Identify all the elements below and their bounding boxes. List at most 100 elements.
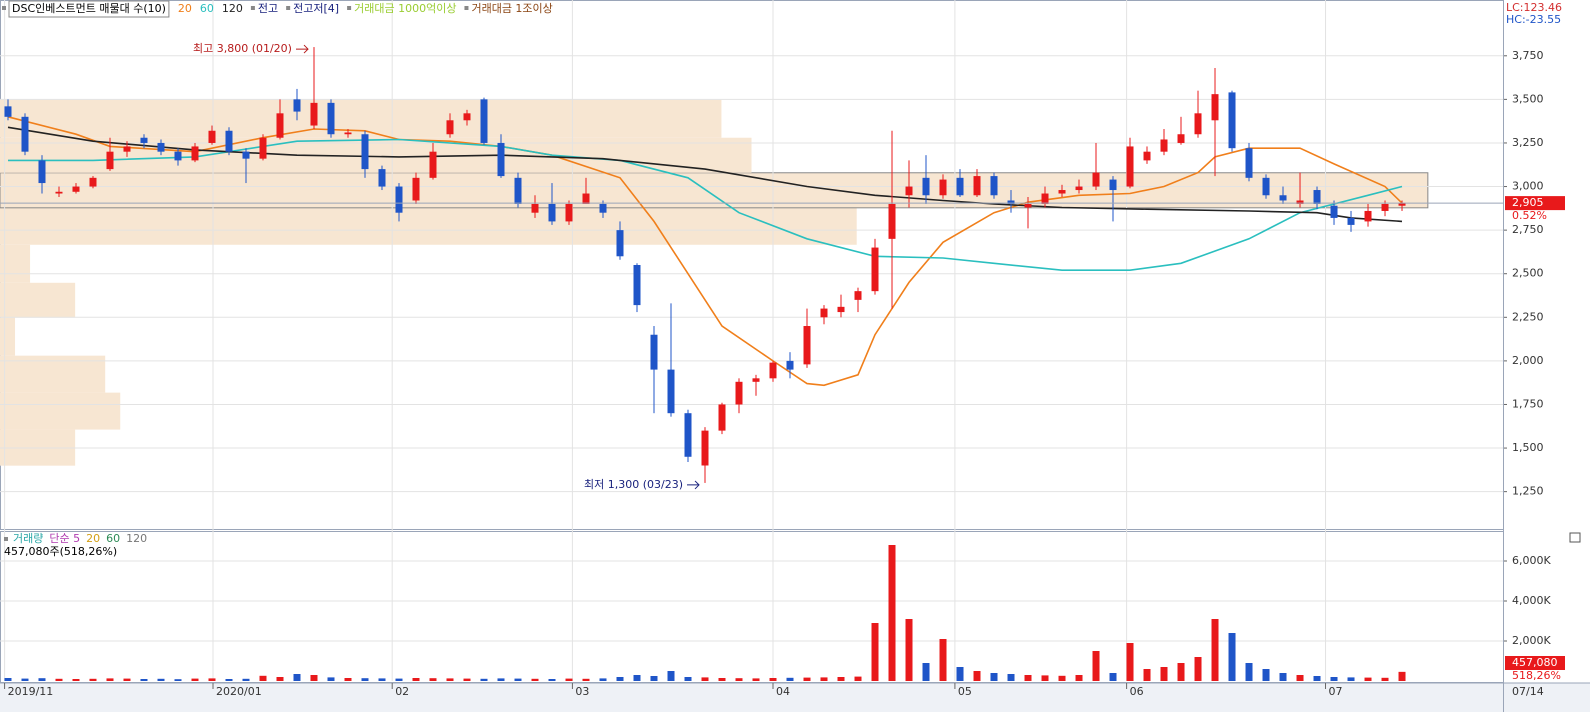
volume-bar — [1245, 663, 1253, 681]
legend-entry: 120 — [222, 2, 243, 15]
y-tick-label: 1,750 — [1512, 397, 1544, 410]
legend-marker — [464, 6, 469, 10]
volume-bar — [531, 678, 539, 681]
volume-bar — [1296, 675, 1304, 681]
legend-marker — [250, 6, 255, 10]
volume-bar — [956, 667, 964, 681]
candle-body — [922, 177, 930, 196]
volume-bar — [378, 678, 386, 681]
volume-bar — [191, 678, 199, 681]
candle-body — [871, 247, 879, 292]
moving-average — [8, 138, 1403, 271]
candle-body — [242, 151, 250, 159]
high-arrow — [295, 44, 309, 54]
legend-marker — [286, 6, 291, 10]
candle-body — [123, 146, 131, 152]
candle-body — [38, 160, 46, 184]
candle-body — [1296, 200, 1304, 204]
volume-bar — [208, 678, 216, 681]
candle-body — [1313, 190, 1321, 204]
x-tick-label: 06 — [1130, 685, 1144, 698]
moving-average — [7, 126, 1403, 223]
panel-button[interactable] — [1569, 532, 1581, 543]
candle-body — [293, 99, 301, 112]
candle-body — [1381, 203, 1389, 211]
candle-body — [395, 186, 403, 213]
y-tick-label: 2,500 — [1512, 267, 1544, 280]
candle-body — [1330, 205, 1338, 218]
volume-bar — [582, 678, 590, 681]
volume-legend-entry: 20 — [86, 532, 100, 545]
volume-bar — [1041, 675, 1049, 681]
volume-bar — [786, 677, 794, 681]
volume-bar — [174, 679, 182, 681]
candle-body — [378, 169, 386, 187]
volume-bar — [140, 679, 148, 681]
candle-body — [582, 193, 590, 204]
profile-bar — [0, 355, 106, 393]
candle-body — [1126, 146, 1134, 187]
volume-bar — [599, 678, 607, 681]
x-tick-label: 04 — [776, 685, 790, 698]
volume-bar — [1024, 675, 1032, 681]
candle-body — [684, 413, 692, 457]
volume-bar — [803, 677, 811, 681]
volume-bar — [4, 678, 12, 681]
volume-bar — [1160, 667, 1168, 681]
high-annotation: 최고 3,800 (01/20) — [193, 42, 292, 55]
volume-bar — [242, 678, 250, 681]
candle-body — [106, 151, 114, 170]
volume-bar — [769, 678, 777, 681]
volume-bar — [1330, 677, 1338, 681]
volume-summary: 457,080주(518,26%) — [4, 545, 117, 558]
candle-body — [1075, 186, 1083, 191]
volume-bar — [1194, 657, 1202, 681]
candle-body — [616, 230, 624, 257]
volume-legend-entry: 단순 5 — [49, 532, 80, 545]
x-tick-label: 07 — [1329, 685, 1343, 698]
candle-body — [718, 404, 726, 431]
candle-body — [1262, 177, 1270, 196]
candle-body — [599, 203, 607, 213]
volume-bar — [701, 677, 709, 681]
y-tick-label: 4,000K — [1512, 594, 1551, 607]
candle-body — [939, 179, 947, 196]
volume-bar — [939, 639, 947, 681]
moving-average — [7, 116, 1403, 387]
candle-body — [1194, 113, 1202, 135]
profile-bar — [0, 207, 857, 245]
volume-bar — [106, 678, 114, 681]
legend-marker — [347, 6, 352, 10]
x-tick-label: 2019/11 — [8, 685, 54, 698]
profile-bar — [0, 99, 722, 138]
volume-bar — [1313, 676, 1321, 681]
candle-body — [752, 378, 760, 382]
legend-entry: 전고저[4] — [293, 2, 339, 15]
volume-bar — [259, 675, 267, 681]
candle-body — [973, 176, 981, 196]
candle-body — [786, 360, 794, 370]
candle-body — [769, 362, 777, 379]
volume-bar — [1007, 674, 1015, 681]
volume-bar — [1092, 651, 1100, 681]
candle-body — [446, 120, 454, 135]
legend-marker — [2, 6, 6, 10]
candle-body — [361, 134, 369, 170]
volume-bar — [837, 677, 845, 681]
volume-bar — [293, 674, 301, 681]
candle-body — [21, 116, 29, 152]
candle-body — [650, 334, 658, 370]
candle-body — [1143, 151, 1151, 161]
volume-bar — [684, 677, 692, 681]
candle-body — [820, 308, 828, 318]
legend-entry: 전고 — [258, 2, 278, 15]
volume-bar — [276, 677, 284, 681]
volume-bar — [820, 677, 828, 681]
candle-body — [1211, 94, 1219, 121]
candle-body — [1058, 190, 1066, 194]
volume-bar — [497, 678, 505, 681]
volume-bar — [55, 678, 63, 681]
legend-marker — [4, 537, 8, 541]
